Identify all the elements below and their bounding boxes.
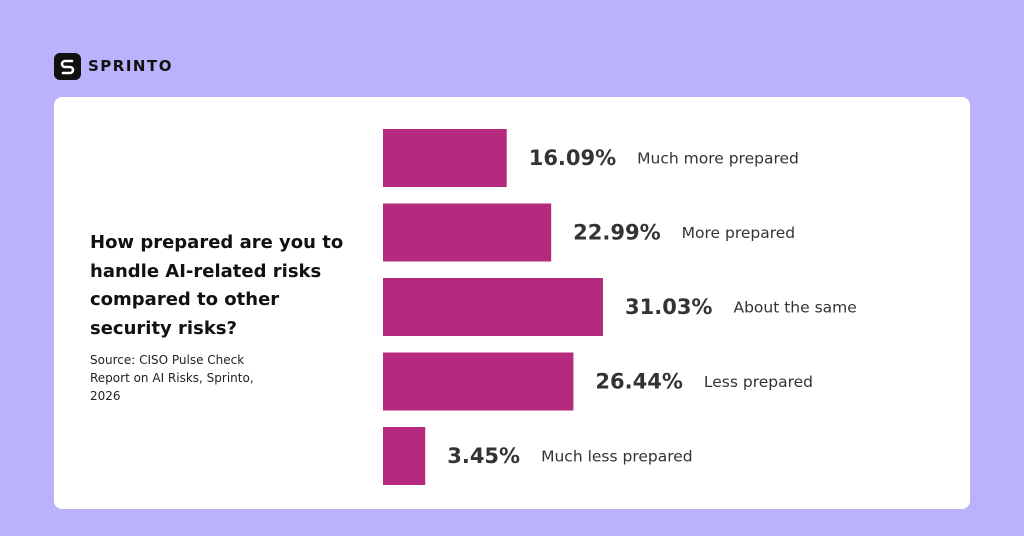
bar [383,352,574,411]
value-label: 26.44% [595,370,682,394]
value-label: 22.99% [573,221,660,245]
category-label: Less prepared [704,373,813,391]
logo-icon [60,59,75,75]
value-label: 31.03% [625,295,712,319]
bar [383,427,426,485]
value-label: 3.45% [447,444,520,468]
bar [383,129,507,187]
category-label: Much less prepared [541,448,693,466]
brand: SPRINTO [88,57,173,75]
category-label: More prepared [682,224,796,242]
logo [54,53,81,80]
value-label: 16.09% [529,146,616,170]
bar [383,203,552,262]
chart-title: How prepared are you to handle AI-relate… [90,232,344,339]
source: Source: CISO Pulse Check Report on AI Ri… [90,353,254,403]
category-label: Much more prepared [637,150,799,168]
bar [383,278,603,336]
category-label: About the same [733,299,856,317]
